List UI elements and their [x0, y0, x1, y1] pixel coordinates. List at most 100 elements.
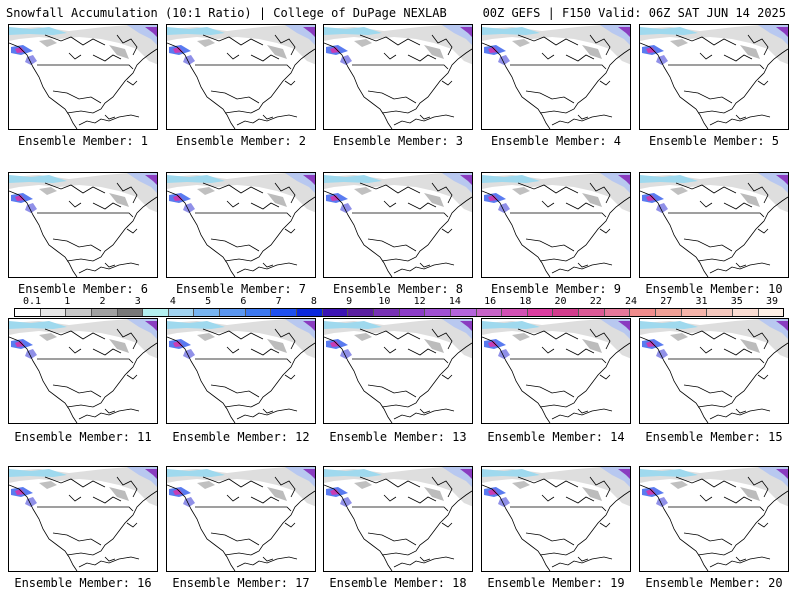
colorbar-swatch	[271, 309, 298, 316]
north-america-snowfall-map	[482, 319, 630, 423]
north-america-snowfall-map	[167, 173, 315, 277]
colorbar-tick-label: 5	[205, 296, 212, 307]
ensemble-map-panel	[166, 24, 316, 130]
ensemble-member-label: Ensemble Member: 4	[490, 134, 622, 148]
colorbar-swatch	[399, 309, 426, 316]
ensemble-member-label: Ensemble Member: 7	[175, 282, 307, 296]
north-america-snowfall-map	[324, 173, 472, 277]
colorbar-swatch	[707, 309, 733, 316]
colorbar-tick-label: 20	[554, 296, 567, 307]
ensemble-map-panel	[8, 466, 158, 572]
colorbar-swatch	[143, 309, 169, 316]
ensemble-map-panel	[323, 466, 473, 572]
colorbar-tick-labels: 0.1 1 2 3 4 5 6 7 8 9 10 12 14 16 18 20 22 24 27 31 35 39	[14, 296, 784, 308]
north-america-snowfall-map	[9, 319, 157, 423]
ensemble-member-label: Ensemble Member: 6	[17, 282, 149, 296]
ensemble-map-panel	[323, 172, 473, 278]
model-run-info: 00Z GEFS | F150 Valid: 06Z SAT JUN 14 20…	[482, 6, 786, 20]
ensemble-map-panel	[639, 172, 789, 278]
colorbar-tick-label: 24	[625, 296, 638, 307]
colorbar-swatch	[66, 309, 92, 316]
north-america-snowfall-map	[9, 467, 157, 571]
ensemble-map-panel	[639, 318, 789, 424]
ensemble-member-label: Ensemble Member: 11	[14, 430, 152, 444]
north-america-snowfall-map	[167, 25, 315, 129]
colorbar-swatch	[681, 309, 708, 316]
ensemble-member-label: Ensemble Member: 19	[487, 576, 625, 590]
colorbar-tick-label: 8	[310, 296, 317, 307]
colorbar-tick-label: 6	[240, 296, 247, 307]
ensemble-member-label: Ensemble Member: 10	[645, 282, 783, 296]
colorbar-tick-label: 10	[378, 296, 391, 307]
colorbar-swatch	[579, 309, 605, 316]
colorbar-swatch	[373, 309, 400, 316]
ensemble-member-label: Ensemble Member: 14	[487, 430, 625, 444]
colorbar-tick-label: 2	[99, 296, 106, 307]
ensemble-member-label: Ensemble Member: 20	[645, 576, 783, 590]
north-america-snowfall-map	[482, 173, 630, 277]
colorbar-swatch	[502, 309, 528, 316]
north-america-snowfall-map	[324, 25, 472, 129]
ensemble-map-panel	[166, 318, 316, 424]
colorbar-tick-label: 1	[64, 296, 71, 307]
ensemble-map-panel	[8, 172, 158, 278]
north-america-snowfall-map	[167, 467, 315, 571]
ensemble-member-label: Ensemble Member: 18	[329, 576, 467, 590]
colorbar-tick-label: 4	[169, 296, 176, 307]
north-america-snowfall-map	[640, 173, 788, 277]
ensemble-member-label: Ensemble Member: 3	[332, 134, 464, 148]
colorbar-swatch	[450, 309, 477, 316]
colorbar-swatch	[630, 309, 657, 316]
colorbar-swatch	[758, 309, 784, 316]
ensemble-member-label: Ensemble Member: 9	[490, 282, 622, 296]
ensemble-map-panel	[481, 466, 631, 572]
ensemble-map-panel	[639, 466, 789, 572]
colorbar-tick-label: 3	[134, 296, 141, 307]
ensemble-map-panel	[323, 318, 473, 424]
north-america-snowfall-map	[9, 173, 157, 277]
ensemble-member-label: Ensemble Member: 8	[332, 282, 464, 296]
north-america-snowfall-map	[9, 25, 157, 129]
colorbar-tick-label: 9	[346, 296, 353, 307]
colorbar-tick-label: 31	[695, 296, 708, 307]
colorbar-tick-label: 27	[660, 296, 673, 307]
colorbar-tick-label: 12	[413, 296, 426, 307]
ensemble-member-label: Ensemble Member: 1	[17, 134, 149, 148]
ensemble-map-panel	[639, 24, 789, 130]
north-america-snowfall-map	[167, 319, 315, 423]
ensemble-map-panel	[481, 318, 631, 424]
ensemble-member-label: Ensemble Member: 15	[645, 430, 783, 444]
colorbar-swatch	[604, 309, 631, 316]
colorbar-tick-label: 16	[484, 296, 497, 307]
colorbar-swatch	[348, 309, 374, 316]
colorbar-tick-label: 7	[275, 296, 282, 307]
colorbar-swatch	[15, 309, 41, 316]
colorbar-tick-label: 35	[730, 296, 743, 307]
ensemble-member-label: Ensemble Member: 16	[14, 576, 152, 590]
north-america-snowfall-map	[640, 25, 788, 129]
colorbar-tick-label: 22	[589, 296, 602, 307]
ensemble-map-panel	[166, 466, 316, 572]
colorbar-swatch	[656, 309, 682, 316]
ensemble-member-label: Ensemble Member: 17	[172, 576, 310, 590]
ensemble-member-label: Ensemble Member: 13	[329, 430, 467, 444]
ensemble-map-panel	[323, 24, 473, 130]
colorbar-swatch	[168, 309, 195, 316]
colorbar-tick-label: 14	[448, 296, 461, 307]
colorbar-swatch	[194, 309, 221, 316]
colorbar-swatch	[245, 309, 272, 316]
north-america-snowfall-map	[324, 319, 472, 423]
ensemble-map-panel	[8, 24, 158, 130]
north-america-snowfall-map	[640, 319, 788, 423]
ensemble-member-label: Ensemble Member: 5	[648, 134, 780, 148]
colorbar-tick-label: 39	[765, 296, 779, 307]
ensemble-map-panel	[481, 172, 631, 278]
colorbar-tick-label: 0.1	[22, 296, 42, 307]
colorbar-swatch	[91, 309, 118, 316]
colorbar-swatch	[732, 309, 759, 316]
colorbar-swatch	[553, 309, 580, 316]
colorbar-swatch	[40, 309, 67, 316]
map-title: Snowfall Accumulation (10:1 Ratio) | Col…	[6, 6, 447, 20]
north-america-snowfall-map	[482, 467, 630, 571]
colorbar-swatch	[476, 309, 503, 316]
